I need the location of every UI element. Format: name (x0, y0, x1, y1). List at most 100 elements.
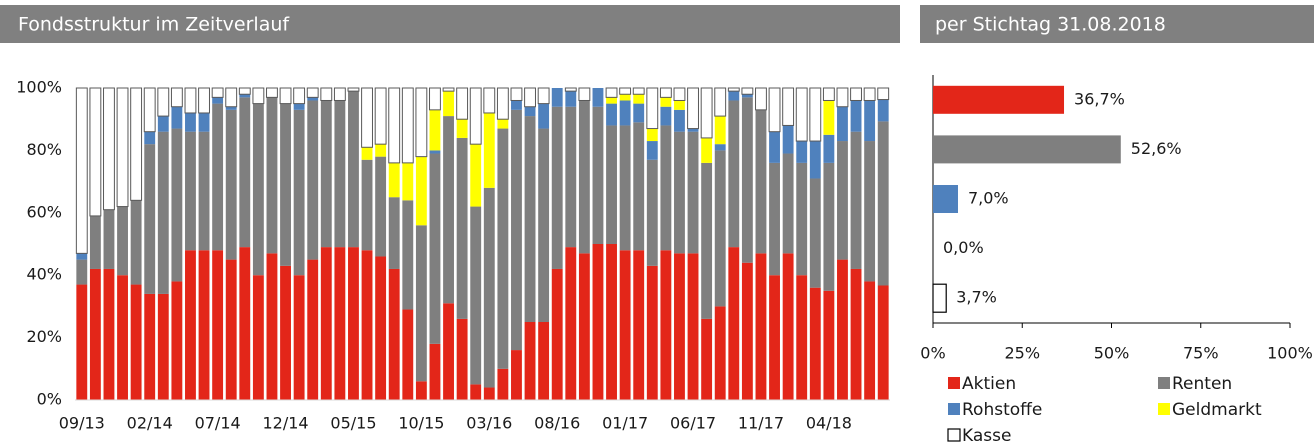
bar-segment (388, 268, 400, 400)
bar-segment (755, 109, 767, 254)
bar-segment (769, 275, 780, 400)
bar-segment (796, 275, 808, 400)
bar-segment (483, 187, 495, 388)
bar-segment (307, 97, 319, 101)
bar-segment (551, 106, 563, 269)
bar-segment (741, 87, 754, 95)
bar-segment (823, 134, 835, 163)
bar-segment (619, 250, 631, 400)
bar-segment (497, 128, 509, 369)
bar-segment (837, 259, 848, 400)
bar-segment (755, 87, 767, 111)
bar-segment (714, 144, 726, 151)
bar-segment (646, 159, 658, 266)
bar-segment (157, 131, 169, 294)
bar-segment (89, 87, 102, 217)
bar-segment (415, 87, 428, 158)
bar-segment (592, 244, 604, 400)
bar-segment (701, 318, 713, 400)
bar-segment (293, 103, 305, 110)
bar-segment (429, 87, 441, 111)
bar-segment (714, 116, 726, 145)
x-tick-label: 0% (920, 344, 945, 363)
bar-segment (144, 293, 156, 400)
bar-segment (252, 103, 264, 276)
legend-label: Rohstoffe (962, 400, 1042, 420)
bar-segment (225, 87, 238, 108)
bar-segment (443, 303, 454, 400)
bar-segment (280, 103, 291, 266)
bar-segment (538, 103, 550, 129)
bar-segment (633, 122, 645, 251)
bar-segment (348, 91, 359, 248)
bar-segment (212, 250, 224, 400)
bar (933, 85, 1065, 114)
bar-segment (348, 247, 359, 400)
bar-segment (293, 275, 305, 400)
bar-segment (782, 253, 794, 400)
bar-segment (429, 109, 441, 151)
bar-segment (605, 87, 618, 98)
bar-segment (103, 268, 115, 400)
bar-segment (143, 87, 156, 133)
bar-segment (212, 103, 224, 251)
bar-segment (796, 141, 808, 163)
bar-segment (252, 87, 265, 105)
value-label: 0,0% (943, 238, 984, 257)
legend-swatch (1158, 377, 1170, 389)
bar-segment (606, 103, 617, 126)
bar-segment (822, 87, 835, 101)
bar-segment (592, 88, 604, 107)
bar-segment (619, 87, 632, 95)
bar-segment (76, 259, 88, 285)
x-tick-label: 25% (1004, 344, 1040, 363)
bar-segment (171, 128, 183, 282)
bar-segment (443, 91, 454, 117)
bar-segment (646, 265, 658, 400)
legend-swatch (1158, 403, 1170, 415)
bar-segment (76, 253, 88, 260)
legend-swatch (947, 428, 961, 442)
x-tick-label: 07/14 (195, 414, 241, 433)
bar-segment (863, 87, 876, 101)
bar-segment (796, 162, 808, 276)
x-tick-label: 10/15 (398, 414, 444, 433)
y-tick-label: 100% (16, 78, 62, 97)
bar-segment (483, 87, 496, 114)
bar-segment (606, 244, 617, 400)
bar-segment (727, 87, 740, 92)
bar-segment (239, 97, 251, 248)
bar-segment (293, 109, 305, 276)
bar-segment (551, 268, 563, 400)
bar-segment (470, 384, 482, 400)
bar-segment (633, 250, 645, 400)
bar-segment (496, 87, 509, 120)
x-tick-label: 08/16 (534, 414, 580, 433)
bar-segment (374, 87, 387, 145)
bar-segment (429, 343, 441, 400)
bar-segment (592, 106, 604, 244)
legend-label: Kasse (962, 426, 1011, 443)
bar-segment (293, 87, 306, 105)
bar-segment (728, 91, 740, 101)
bar-segment (347, 87, 360, 92)
bar-segment (741, 262, 753, 400)
bar-segment (89, 215, 101, 269)
bar-segment (211, 87, 224, 98)
x-tick-label: 100% (1267, 344, 1313, 363)
bar-segment (674, 253, 685, 400)
bar-segment (456, 137, 468, 319)
bar-segment (402, 309, 414, 400)
bar-segment (225, 106, 237, 110)
bar-segment (266, 87, 278, 98)
bar-segment (429, 150, 441, 154)
bar-segment (117, 206, 128, 276)
bar-segment (701, 162, 713, 319)
bar-segment (307, 259, 319, 400)
bar-segment (524, 322, 536, 400)
bar-segment (442, 87, 455, 92)
bar-segment (619, 100, 631, 126)
bar-segment (714, 306, 726, 400)
bar-segment (538, 322, 550, 400)
bar-segment (415, 225, 427, 382)
